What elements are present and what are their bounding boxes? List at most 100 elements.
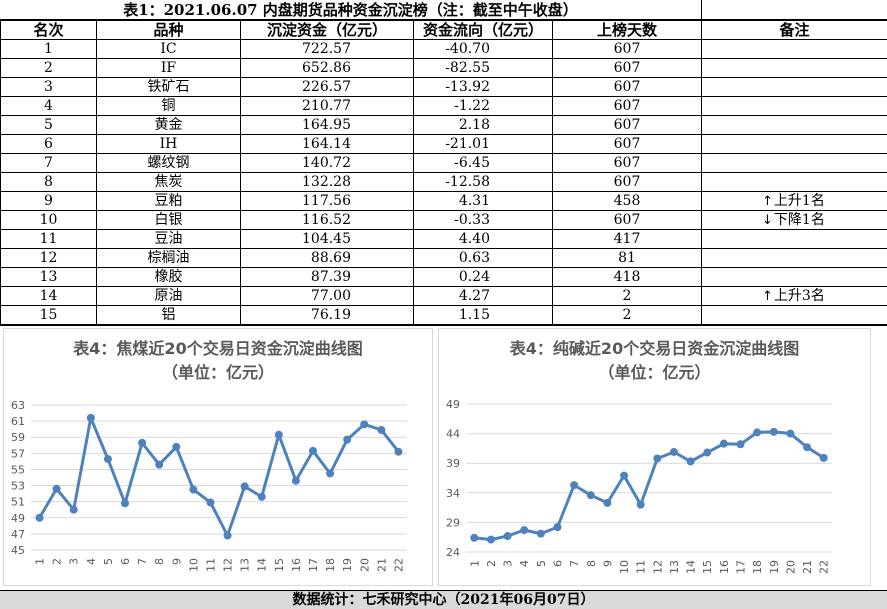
flow-cell: 0.24 [413,267,553,287]
flow-cell: -1.22 [413,96,553,116]
y-tick-label: 59 [11,431,25,444]
x-tick-label: 7 [136,558,149,565]
data-point [69,505,78,514]
y-tick-label: 29 [446,516,460,529]
note-cell: ↑上升1名 [701,191,887,211]
note-text: 下降1名 [773,211,825,228]
data-point [736,440,745,449]
x-tick-label: 20 [358,558,371,572]
table-row: 14 原油 77.00 4.27 2 ↑上升3名 [0,286,887,306]
note-cell: ↑上升3名 [701,286,887,306]
name-cell: IF [96,58,241,78]
name-cell: 螺纹钢 [96,153,241,173]
flow-cell: 4.27 [413,286,553,306]
header-deposit: 沉淀资金（亿元） [240,20,414,40]
y-tick-label: 47 [11,528,25,541]
days-cell: 607 [552,153,702,173]
days-cell: 458 [552,191,702,211]
note-text: 上升3名 [773,287,825,304]
flow-cell: 4.31 [413,191,553,211]
data-point [377,425,386,434]
x-tick-label: 4 [518,560,531,567]
deposit-cell: 164.95 [240,115,414,135]
y-tick-label: 55 [11,463,25,476]
name-cell: 豆油 [96,229,241,249]
note-cell [701,305,887,325]
deposit-cell: 77.00 [240,286,414,306]
name-cell: 黄金 [96,115,241,135]
table-row: 10 白银 116.52 -0.33 607 ↓下降1名 [0,210,887,230]
days-cell: 2 [552,286,702,306]
x-tick-label: 15 [701,560,714,574]
deposit-cell: 117.56 [240,191,414,211]
table-row: 3 铁矿石 226.57 -13.92 607 [0,77,887,97]
data-point [360,420,369,429]
days-cell: 418 [552,267,702,287]
note-cell [701,248,887,268]
data-point [172,442,181,451]
note-cell [701,77,887,97]
rank-cell: 4 [0,96,97,116]
x-tick-label: 9 [170,558,183,565]
table-row: 4 铜 210.77 -1.22 607 [0,96,887,116]
y-tick-label: 39 [446,457,460,470]
arrow-up-icon: ↑ [762,193,773,209]
x-tick-label: 7 [568,560,581,567]
table-row: 11 豆油 104.45 4.40 417 [0,229,887,249]
name-cell: 焦炭 [96,172,241,192]
note-cell: ↓下降1名 [701,210,887,230]
x-tick-label: 13 [239,558,252,572]
table-row: 12 棕榈油 88.69 0.63 81 [0,248,887,268]
rank-cell: 8 [0,172,97,192]
data-point [274,430,283,439]
data-point [753,428,762,437]
data-point [653,454,662,463]
table-row: 15 铝 76.19 1.15 2 [0,305,887,325]
days-cell: 607 [552,172,702,192]
table-row: 7 螺纹钢 140.72 -6.45 607 [0,153,887,173]
y-tick-label: 44 [446,428,460,441]
data-point [719,439,728,448]
data-point [669,447,678,456]
flow-cell: -82.55 [413,58,553,78]
table-row: 8 焦炭 132.28 -12.58 607 [0,172,887,192]
x-tick-label: 2 [51,558,64,565]
charts-area: 表4：焦煤近20个交易日资金沉淀曲线图 （单位：亿元） 45 47 49 51 53 55… [0,325,887,590]
data-point [86,413,95,422]
data-point [620,471,629,480]
deposit-cell: 132.28 [240,172,414,192]
x-tick-label: 19 [768,560,781,574]
x-tick-label: 18 [751,560,764,574]
x-tick-label: 17 [307,558,320,572]
y-tick-label: 45 [11,544,25,557]
note-text: 上升1名 [773,192,825,209]
chart-subtitle-text: （单位：亿元） [161,363,274,382]
flow-cell: -21.01 [413,134,553,154]
deposit-cell: 104.45 [240,229,414,249]
name-cell: 原油 [96,286,241,306]
flow-cell: -0.33 [413,210,553,230]
rank-cell: 6 [0,134,97,154]
chart-coking-coal: 表4：焦煤近20个交易日资金沉淀曲线图 （单位：亿元） 45 47 49 51 53 55… [3,328,433,586]
x-tick-label: 18 [324,558,337,572]
rank-cell: 2 [0,58,97,78]
y-tick-label: 49 [446,398,460,411]
flow-cell: -40.70 [413,39,553,59]
flow-cell: 0.63 [413,248,553,268]
table-header-row: 名次 品种 沉淀资金（亿元） 资金流向（亿元） 上榜天数 备注 [0,20,887,40]
days-cell: 607 [552,115,702,135]
deposit-cell: 76.19 [240,305,414,325]
days-cell: 607 [552,39,702,59]
rank-cell: 12 [0,248,97,268]
x-tick-label: 21 [375,558,388,572]
header-note: 备注 [701,20,887,40]
rank-cell: 10 [0,210,97,230]
table-row: 2 IF 652.86 -82.55 607 [0,58,887,78]
x-tick-label: 15 [273,558,286,572]
x-tick-label: 14 [256,558,269,572]
x-tick-label: 19 [341,558,354,572]
rank-cell: 13 [0,267,97,287]
data-point [155,460,164,469]
note-cell [701,267,887,287]
